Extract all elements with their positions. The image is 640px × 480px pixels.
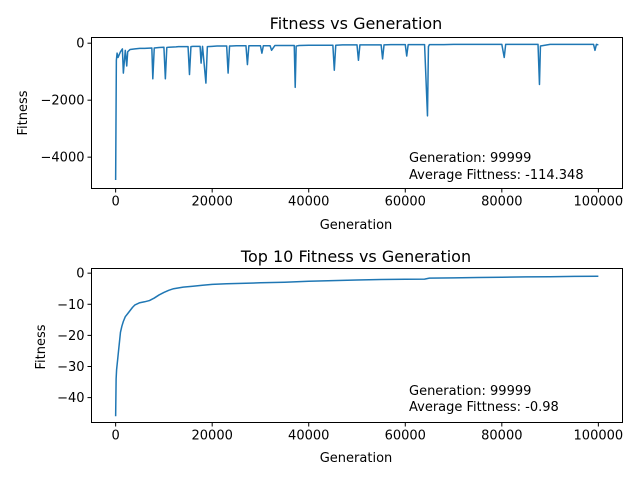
chart-top: Fitness vs Generation 0 20000 40000 60000 80…: [16, 14, 623, 233]
chart-top-plot-area: 0 20000 40000 60000 80000 100000 0 −2000 −4000: [41, 37, 624, 210]
chart-bottom-xtick-label: 40000: [288, 429, 329, 444]
chart-top-ylabel: Fitness: [16, 90, 31, 135]
chart-bottom-annotation-generation: Generation: 99999: [409, 384, 531, 399]
chart-top-ytick-label: −2000: [41, 94, 85, 109]
chart-bottom-xtick-label: 80000: [481, 429, 522, 444]
chart-top-axes-frame: [91, 37, 623, 189]
chart-top-series-line: [114, 43, 599, 180]
chart-top-xlabel: Generation: [320, 218, 393, 233]
chart-top-xtick-label: 20000: [192, 195, 233, 210]
chart-bottom-ytick-label: −30: [57, 360, 84, 375]
chart-top-ytick-label: 0: [76, 37, 84, 52]
chart-bottom-xtick-label: 0: [111, 429, 119, 444]
chart-bottom-ytick-label: −10: [57, 298, 84, 313]
chart-top-annotation-average: Average Fittness: -114.348: [409, 168, 584, 183]
chart-bottom-ytick-label: 0: [76, 267, 84, 282]
chart-bottom: Top 10 Fitness vs Generation 0 20000 40000…: [34, 247, 623, 466]
chart-top-xtick-label: 0: [111, 195, 119, 210]
chart-bottom-ytick-label: −20: [57, 329, 84, 344]
chart-top-xtick-label: 60000: [385, 195, 426, 210]
chart-top-series: [114, 43, 599, 180]
chart-top-xtick-label: 40000: [288, 195, 329, 210]
chart-bottom-xlabel: Generation: [320, 451, 393, 466]
chart-bottom-xtick-label: 60000: [385, 429, 426, 444]
chart-bottom-plot-area: 0 20000 40000 60000 80000 100000 0 −10 −20 −30 −40: [57, 267, 623, 444]
chart-bottom-ytick-label: −40: [57, 391, 84, 406]
chart-bottom-xtick-label: 100000: [574, 429, 624, 444]
chart-bottom-series-line: [114, 275, 599, 417]
chart-bottom-ticks: 0 20000 40000 60000 80000 100000 0 −10 −20 −30 −40: [57, 267, 623, 444]
chart-bottom-xtick-label: 20000: [192, 429, 233, 444]
chart-top-ticks: 0 20000 40000 60000 80000 100000 0 −2000 −4000: [41, 37, 624, 210]
chart-top-xtick-label: 100000: [574, 195, 624, 210]
chart-bottom-ylabel: Fitness: [34, 324, 49, 369]
chart-top-title: Fitness vs Generation: [270, 14, 443, 33]
chart-top-annotation-generation: Generation: 99999: [409, 151, 531, 166]
chart-top-ytick-label: −4000: [41, 151, 85, 166]
chart-bottom-title: Top 10 Fitness vs Generation: [240, 247, 471, 266]
chart-top-xtick-label: 80000: [481, 195, 522, 210]
chart-bottom-series: [114, 275, 599, 417]
chart-bottom-annotation-average: Average Fittness: -0.98: [409, 400, 559, 415]
chart-bottom-axes-frame: [91, 268, 623, 423]
